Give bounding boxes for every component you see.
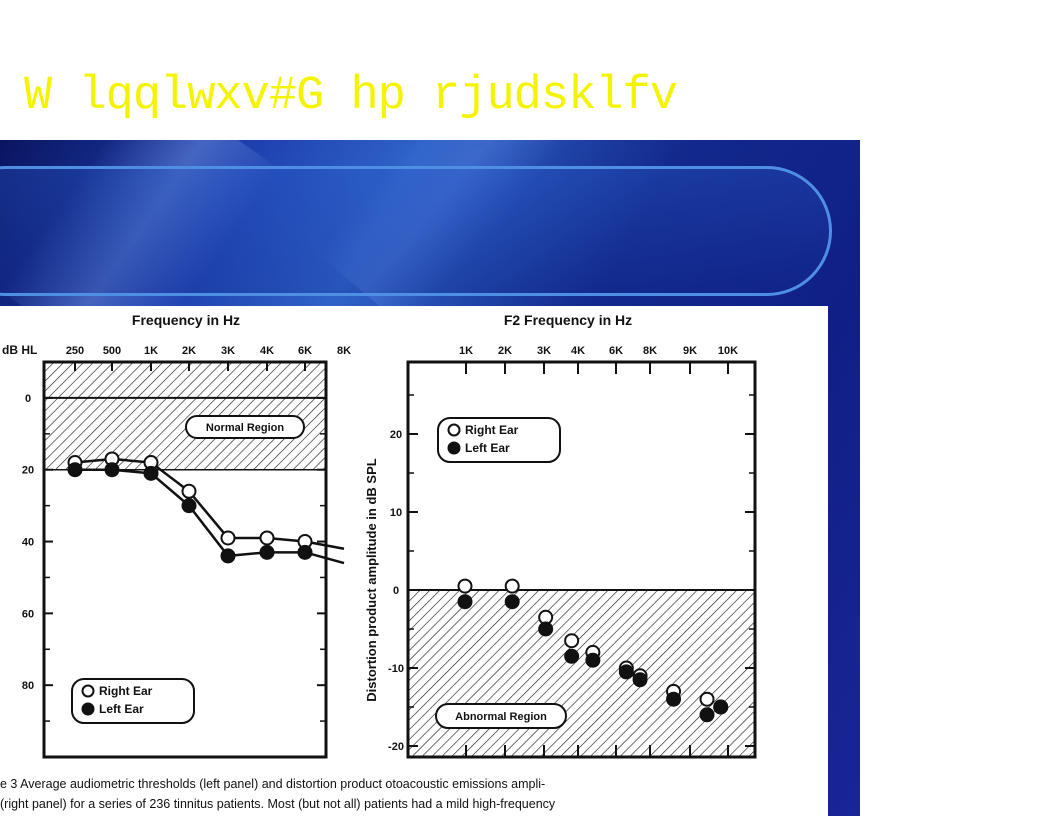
figure-svg: Normal Region Frequency in Hz dB HL 250 500 1… bbox=[2, 312, 757, 759]
data-point bbox=[504, 594, 520, 610]
data-point bbox=[457, 594, 473, 610]
dpoae-chart: Abnormal Region F2 Frequency in Hz Distort… bbox=[364, 312, 757, 759]
data-point bbox=[699, 707, 715, 723]
x-tick-label: 1K bbox=[459, 345, 473, 357]
x-tick-label: 8K bbox=[643, 345, 657, 357]
y-tick-label: 40 bbox=[22, 537, 34, 549]
data-point bbox=[220, 548, 236, 564]
caption-line: e 3 Average audiometric thresholds (left… bbox=[0, 777, 546, 791]
legend-marker bbox=[81, 702, 95, 716]
data-point bbox=[504, 578, 520, 594]
data-point bbox=[259, 544, 275, 560]
figure-caption: e 3 Average audiometric thresholds (left… bbox=[0, 774, 840, 814]
y-tick-label: 80 bbox=[22, 680, 34, 692]
x-tick-label: 2K bbox=[182, 345, 196, 357]
legend-box bbox=[71, 678, 195, 724]
legend-label: Right Ear bbox=[465, 423, 519, 437]
legend-label: Right Ear bbox=[99, 684, 153, 698]
data-point bbox=[585, 652, 601, 668]
title-banner bbox=[0, 166, 832, 296]
x-tick-label: 3K bbox=[537, 345, 551, 357]
y-tick-label: 0 bbox=[393, 585, 399, 597]
x-tick-label: 1K bbox=[144, 345, 158, 357]
data-point bbox=[181, 498, 197, 514]
plot-frame bbox=[406, 360, 757, 759]
region-label-box bbox=[435, 703, 567, 729]
region-label: Abnormal Region bbox=[455, 711, 547, 723]
legend-label: Left Ear bbox=[465, 441, 510, 455]
chart-title: Frequency in Hz bbox=[132, 312, 240, 328]
audiogram-chart: Normal Region Frequency in Hz dB HL 250 500 1… bbox=[2, 312, 351, 759]
legend-box bbox=[437, 417, 561, 463]
x-tick-label: 8K bbox=[337, 345, 351, 357]
y-axis-label: Distortion product amplitude in dB SPL bbox=[364, 458, 379, 701]
y-tick-label: -20 bbox=[388, 741, 404, 753]
y-tick-label: 20 bbox=[22, 465, 34, 477]
data-point bbox=[564, 648, 580, 664]
data-point bbox=[143, 465, 159, 481]
x-tick-label: 6K bbox=[298, 345, 312, 357]
y-tick-label: 60 bbox=[22, 608, 34, 620]
legend-label: Left Ear bbox=[99, 702, 144, 716]
y-tick-label: 0 bbox=[25, 393, 31, 405]
data-point bbox=[713, 699, 729, 715]
x-tick-label: 4K bbox=[571, 345, 585, 357]
y-tick-label: 20 bbox=[390, 429, 402, 441]
x-tick-label: 9K bbox=[683, 345, 697, 357]
plot-frame bbox=[42, 360, 328, 759]
data-point bbox=[538, 621, 554, 637]
legend-marker bbox=[447, 441, 461, 455]
x-tick-label: 10K bbox=[718, 345, 738, 357]
data-point bbox=[67, 462, 83, 478]
data-point bbox=[181, 483, 197, 499]
y-axis-label: dB HL bbox=[2, 343, 37, 357]
x-tick-label: 6K bbox=[609, 345, 623, 357]
data-point bbox=[618, 664, 634, 680]
x-tick-label: 4K bbox=[260, 345, 274, 357]
region-label-box bbox=[185, 415, 305, 439]
x-tick-label: 2K bbox=[498, 345, 512, 357]
region-label: Normal Region bbox=[206, 422, 285, 434]
slide-title: W lqqlwxv#G hp rjudsklfv bbox=[24, 70, 678, 123]
x-tick-label: 500 bbox=[103, 345, 121, 357]
x-tick-label: 3K bbox=[221, 345, 235, 357]
data-point bbox=[220, 530, 236, 546]
data-point bbox=[104, 462, 120, 478]
data-point bbox=[297, 544, 313, 560]
y-tick-label: -10 bbox=[388, 663, 404, 675]
legend-marker bbox=[447, 423, 461, 437]
abnormal-region-hatch bbox=[408, 590, 755, 757]
chart-title: F2 Frequency in Hz bbox=[504, 312, 632, 328]
legend-marker bbox=[81, 684, 95, 698]
data-point bbox=[632, 672, 648, 688]
data-point bbox=[457, 578, 473, 594]
y-tick-label: 10 bbox=[390, 507, 402, 519]
data-point bbox=[259, 530, 275, 546]
caption-line: (right panel) for a series of 236 tinnit… bbox=[0, 797, 556, 811]
data-point bbox=[699, 691, 715, 707]
x-tick-label: 250 bbox=[66, 345, 84, 357]
data-point bbox=[666, 691, 682, 707]
data-point bbox=[564, 633, 580, 649]
figure-panel: Normal Region Frequency in Hz dB HL 250 500 1… bbox=[0, 306, 828, 816]
